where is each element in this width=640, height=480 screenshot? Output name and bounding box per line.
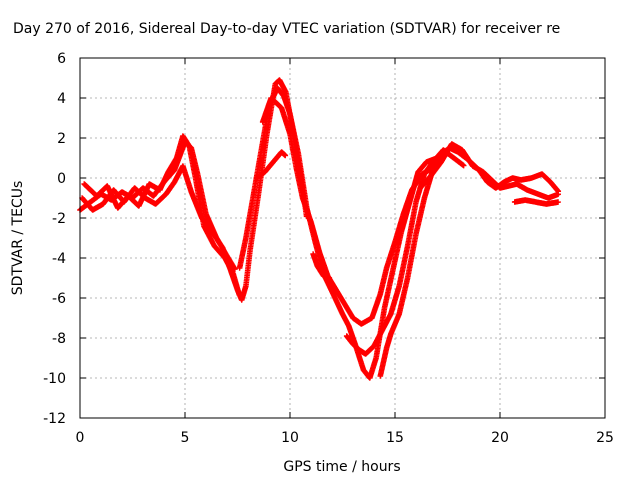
data-point — [282, 152, 289, 159]
y-tick-label: -6 — [52, 291, 66, 307]
y-tick-label: -12 — [43, 411, 66, 427]
data-point — [460, 162, 467, 169]
y-tick-label: 2 — [57, 131, 66, 147]
x-tick-label: 20 — [491, 430, 509, 446]
data-series-track-10 — [417, 141, 561, 201]
x-tick-label: 25 — [596, 430, 614, 446]
data-series-track-11 — [511, 197, 561, 207]
y-tick-label: -4 — [52, 251, 66, 267]
x-tick-label: 10 — [281, 430, 299, 446]
y-tick-label: 4 — [57, 91, 66, 107]
x-axis-title: GPS time / hours — [283, 459, 400, 475]
data-series-track-6 — [253, 149, 289, 181]
x-tick-label: 15 — [386, 430, 404, 446]
y-axis-title: SDTVAR / TECUs — [10, 181, 26, 296]
x-tick-label: 0 — [76, 430, 85, 446]
data-series-track-7 — [310, 251, 333, 281]
plot-frame — [79, 57, 606, 419]
data-point — [326, 275, 333, 281]
y-tick-label: 6 — [57, 51, 66, 67]
data-point — [555, 191, 561, 198]
data-point — [555, 199, 561, 205]
y-tick-label: -2 — [52, 211, 66, 227]
y-tick-label: -10 — [43, 371, 66, 387]
y-tick-label: 0 — [57, 171, 66, 187]
data-series-track-8 — [343, 147, 467, 357]
y-tick-label: -8 — [52, 331, 66, 347]
axis-layer: 0 5 10 15 20 25 -12 -10 -8 -6 -4 -2 0 2 4 6 — [43, 51, 614, 446]
data-points-layer — [77, 77, 562, 381]
x-tick-label: 5 — [181, 430, 190, 446]
chart-title: Day 270 of 2016, Sidereal Day-to-day VTE… — [13, 21, 560, 37]
